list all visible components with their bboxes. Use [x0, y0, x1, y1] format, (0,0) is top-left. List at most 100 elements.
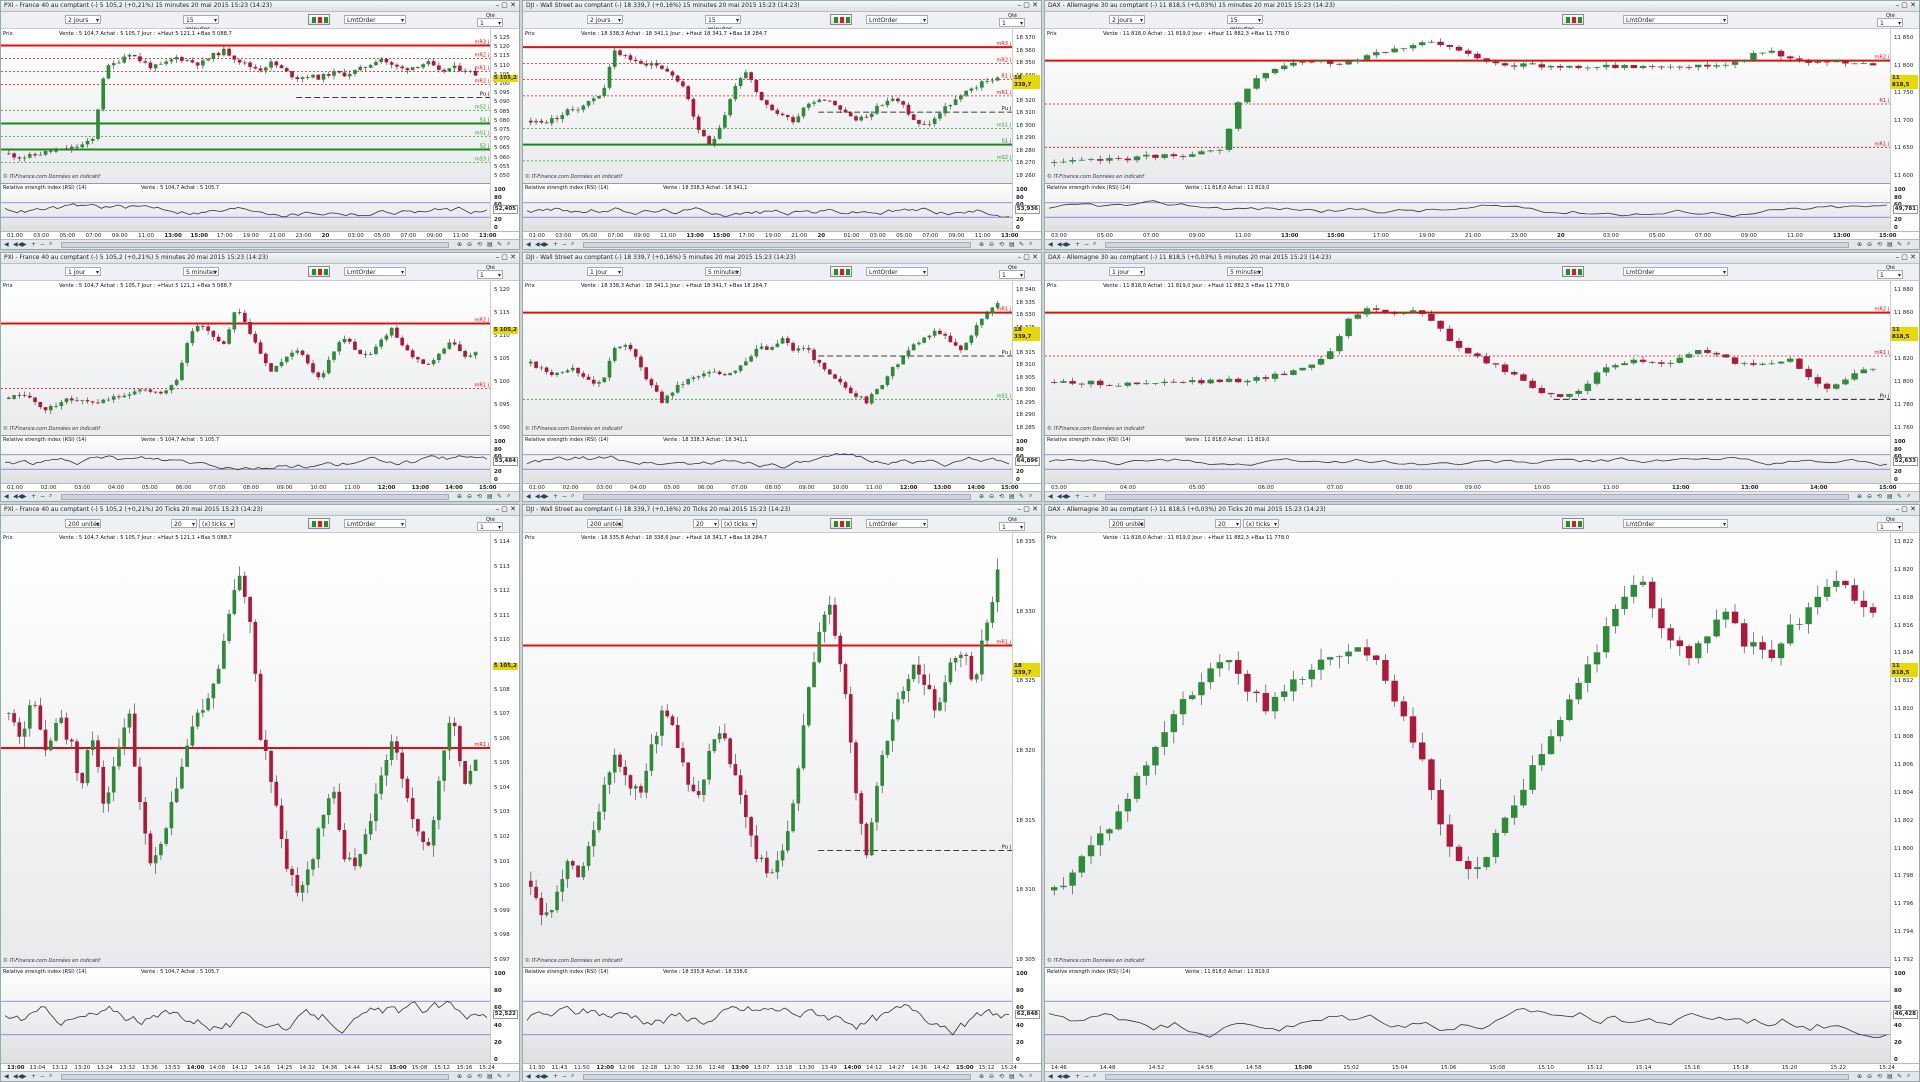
- zoom-fit-icon[interactable]: ⌕: [1093, 240, 1097, 247]
- rsi-chart-area[interactable]: Relative strength index (RSI) (14) Vente …: [1, 183, 493, 232]
- scroll-start-icon[interactable]: ◀◀: [1057, 241, 1067, 248]
- scroll-right-icon[interactable]: ▶: [544, 241, 549, 248]
- order-type-select[interactable]: LmtOrder: [866, 15, 928, 25]
- settings-icon[interactable]: ▤: [1009, 241, 1015, 248]
- trade-button[interactable]: [830, 14, 852, 25]
- interval-select[interactable]: 15 minutes: [183, 15, 219, 33]
- horizontal-scrollbar[interactable]: [583, 1074, 971, 1080]
- scroll-right-icon[interactable]: ▶: [22, 493, 27, 500]
- zoom-in-icon[interactable]: ⊕: [979, 241, 985, 248]
- qty-input[interactable]: 1: [477, 522, 503, 532]
- scroll-right-icon[interactable]: ▶: [1066, 493, 1071, 500]
- zoom-in-icon[interactable]: ⊕: [457, 241, 463, 248]
- draw-icon[interactable]: ✎: [1897, 1073, 1903, 1080]
- price-chart-area[interactable]: Prix Vente : 11 818,0 Achat : 11 819,0 Jo…: [1045, 533, 1893, 967]
- scroll-right-icon[interactable]: ▶: [1066, 241, 1071, 248]
- zoom-in-icon[interactable]: +: [31, 1073, 37, 1080]
- interval-select[interactable]: (x) ticks: [721, 519, 757, 529]
- order-type-select[interactable]: LmtOrder: [344, 519, 406, 529]
- reset-icon[interactable]: ⟲: [1877, 241, 1883, 248]
- search-icon[interactable]: ⌕: [507, 1072, 511, 1079]
- period-select[interactable]: 1 jour: [1109, 267, 1145, 277]
- zoom-in-icon[interactable]: ⊕: [979, 1073, 985, 1080]
- tick-count-input[interactable]: 20: [693, 519, 719, 529]
- window-controls[interactable]: – ▢ ✕: [1895, 1, 1916, 9]
- qty-input[interactable]: 1: [999, 522, 1025, 532]
- time-axis[interactable]: 01:00 03:00 05:00 07:00 09:00 11:00 13:00 15:00…: [1, 231, 519, 242]
- draw-icon[interactable]: ✎: [1019, 241, 1025, 248]
- interval-select[interactable]: 5 minutes: [705, 267, 741, 277]
- price-chart-area[interactable]: Prix Vente : 5 104,7 Achat : 5 105,7 Jour…: [1, 281, 493, 435]
- horizontal-scrollbar[interactable]: [1105, 242, 1849, 248]
- window-controls[interactable]: – ▢ ✕: [495, 1, 516, 9]
- zoom-fit-icon[interactable]: ⌕: [49, 240, 53, 247]
- zoom-fit-icon[interactable]: ⌕: [571, 240, 575, 247]
- rsi-chart-area[interactable]: Relative strength index (RSI) (14) Vente …: [1045, 967, 1893, 1064]
- price-axis[interactable]: 18 335 18 330 18 325 18 320 18 315 18 310 18 3…: [1012, 533, 1041, 1063]
- draw-icon[interactable]: ✎: [1897, 493, 1903, 500]
- window-controls[interactable]: – ▢ ✕: [1017, 505, 1038, 513]
- zoom-out-icon[interactable]: −: [40, 493, 46, 500]
- price-chart-area[interactable]: Prix Vente : 5 104,7 Achat : 5 105,7 Jour…: [1, 29, 493, 183]
- zoom-in-icon[interactable]: ⊕: [457, 493, 463, 500]
- trade-button[interactable]: [308, 14, 330, 25]
- reset-icon[interactable]: ⟲: [999, 493, 1005, 500]
- period-select[interactable]: 200 unités: [587, 519, 623, 529]
- trade-button[interactable]: [1562, 14, 1584, 25]
- period-select[interactable]: 200 unités: [1109, 519, 1145, 529]
- settings-icon[interactable]: ▤: [487, 493, 493, 500]
- zoom-in-icon[interactable]: ⊕: [1857, 493, 1863, 500]
- zoom-out-icon[interactable]: −: [1084, 1073, 1090, 1080]
- qty-input[interactable]: 1: [1877, 270, 1903, 280]
- trade-button[interactable]: [830, 518, 852, 529]
- time-axis[interactable]: 03:00 04:00 05:00 06:00 07:00 08:00 09:00 10:00…: [1045, 483, 1919, 494]
- trade-button[interactable]: [308, 518, 330, 529]
- scroll-start-icon[interactable]: ◀◀: [13, 493, 23, 500]
- scroll-left-icon[interactable]: ◀: [1048, 1073, 1053, 1080]
- zoom-in-icon[interactable]: ⊕: [457, 1073, 463, 1080]
- order-type-select[interactable]: LmtOrder: [344, 15, 406, 25]
- interval-select[interactable]: 15 minutes: [1227, 15, 1263, 33]
- interval-select[interactable]: (x) ticks: [199, 519, 235, 529]
- zoom-out-icon[interactable]: −: [40, 1073, 46, 1080]
- zoom-fit-icon[interactable]: ⌕: [571, 492, 575, 499]
- price-chart-area[interactable]: Prix Vente : 11 818,0 Achat : 11 819,0 Jo…: [1045, 281, 1893, 435]
- zoom-out-icon[interactable]: −: [562, 493, 568, 500]
- window-controls[interactable]: – ▢ ✕: [495, 505, 516, 513]
- time-axis[interactable]: 01:00 02:00 03:00 04:00 05:00 06:00 07:00 08:00…: [523, 483, 1041, 494]
- reset-icon[interactable]: ⟲: [1877, 493, 1883, 500]
- zoom-in-icon[interactable]: +: [553, 241, 559, 248]
- zoom-in-icon[interactable]: ⊕: [1857, 1073, 1863, 1080]
- search-icon[interactable]: ⌕: [1907, 240, 1911, 247]
- scroll-left-icon[interactable]: ◀: [4, 1073, 9, 1080]
- rsi-chart-area[interactable]: Relative strength index (RSI) (14) Vente …: [1045, 435, 1893, 484]
- settings-icon[interactable]: ▤: [487, 1073, 493, 1080]
- time-axis[interactable]: 13:00 13:04 13:12 13:20 13:24 13:32 13:36 13:53…: [1, 1063, 519, 1074]
- interval-select[interactable]: 15 minutes: [705, 15, 741, 33]
- time-axis[interactable]: 01:00 03:00 05:00 07:00 09:00 11:00 13:00 15:00…: [523, 231, 1041, 242]
- zoom-out-icon[interactable]: ⊖: [989, 241, 995, 248]
- zoom-out-icon[interactable]: ⊖: [1867, 1073, 1873, 1080]
- time-axis[interactable]: 11:30 11:43 11:50 12:00 12:06 12:18 12:30 12:36…: [523, 1063, 1041, 1074]
- qty-input[interactable]: 1: [1877, 18, 1903, 28]
- time-axis[interactable]: 03:00 05:00 07:00 09:00 11:00 13:00 15:00 17:00…: [1045, 231, 1919, 242]
- zoom-out-icon[interactable]: −: [562, 241, 568, 248]
- trade-button[interactable]: [308, 266, 330, 277]
- zoom-out-icon[interactable]: −: [40, 241, 46, 248]
- order-type-select[interactable]: LmtOrder: [866, 519, 928, 529]
- search-icon[interactable]: ⌕: [507, 492, 511, 499]
- scroll-left-icon[interactable]: ◀: [1048, 241, 1053, 248]
- draw-icon[interactable]: ✎: [497, 1073, 503, 1080]
- trade-button[interactable]: [830, 266, 852, 277]
- zoom-in-icon[interactable]: +: [553, 493, 559, 500]
- qty-input[interactable]: 1: [1877, 522, 1903, 532]
- draw-icon[interactable]: ✎: [497, 241, 503, 248]
- search-icon[interactable]: ⌕: [1029, 1072, 1033, 1079]
- price-axis[interactable]: 5 120 5 115 5 110 5 105 5 100 5 095 5 090 100 80…: [490, 281, 519, 483]
- qty-input[interactable]: 1: [477, 270, 503, 280]
- scroll-left-icon[interactable]: ◀: [1048, 493, 1053, 500]
- horizontal-scrollbar[interactable]: [583, 494, 971, 500]
- rsi-chart-area[interactable]: Relative strength index (RSI) (14) Vente …: [1045, 183, 1893, 232]
